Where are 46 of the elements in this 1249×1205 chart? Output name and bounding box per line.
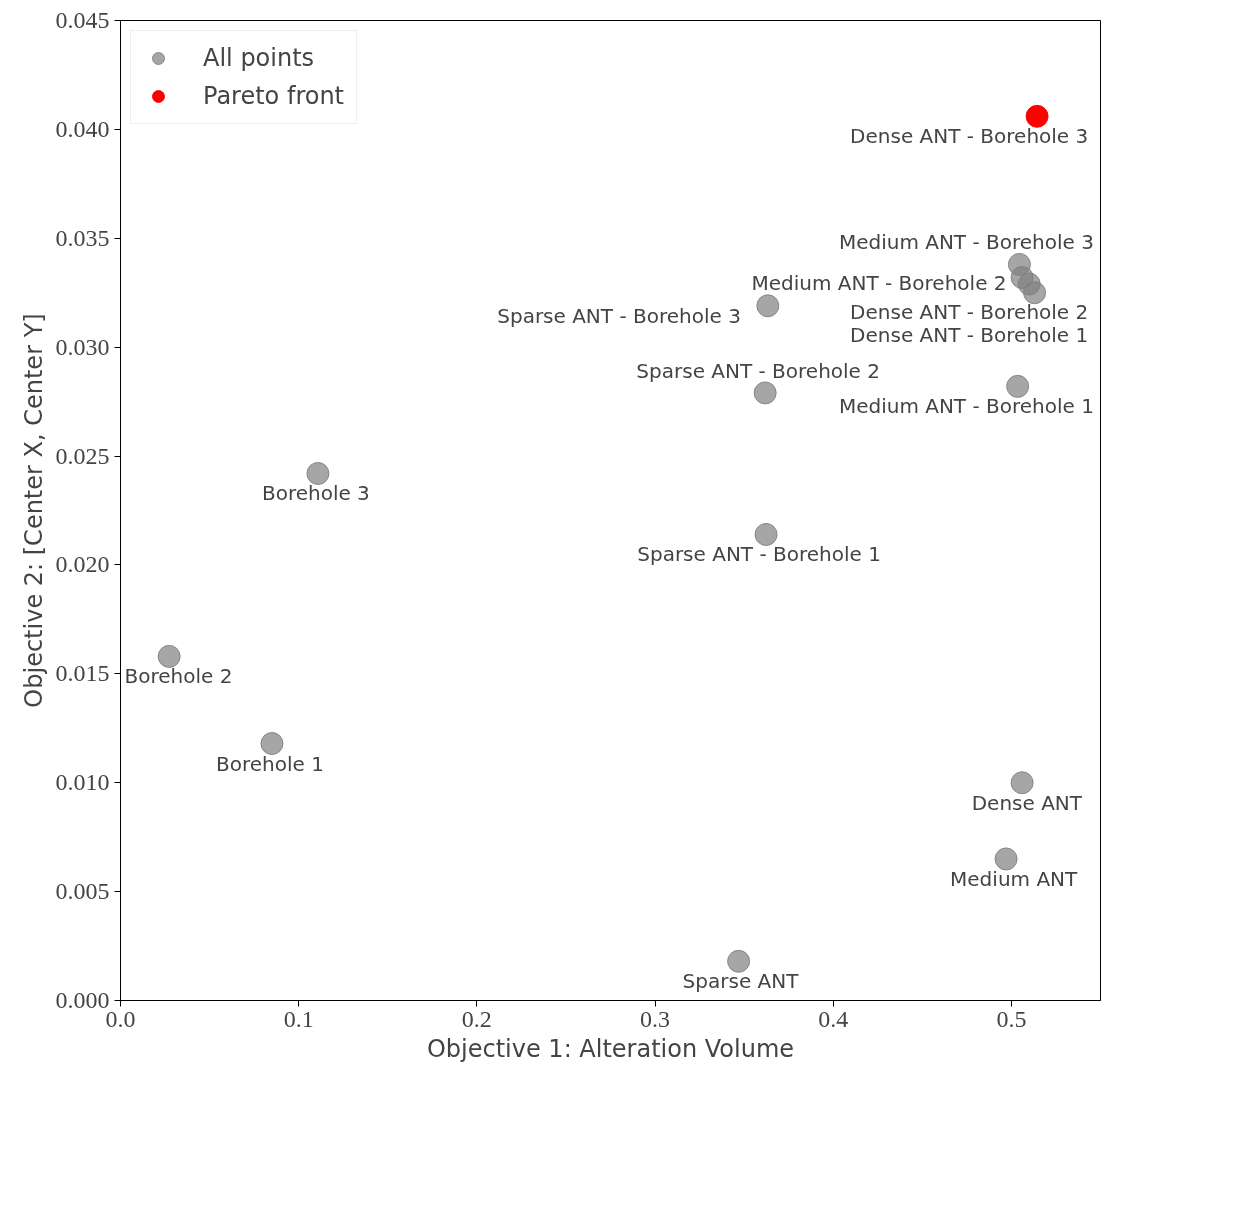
point	[157, 644, 181, 668]
point	[754, 522, 778, 546]
annotation: Medium ANT - Borehole 2	[751, 271, 1007, 296]
x-tick-label: 0.1	[283, 1005, 314, 1032]
y-tick-label: 0.040	[55, 115, 110, 142]
point	[756, 294, 780, 318]
x-axis-title: Objective 1: Alteration Volume	[426, 1034, 795, 1063]
annotation: Sparse ANT - Borehole 1	[637, 542, 881, 567]
point	[727, 949, 751, 973]
annotation: Dense ANT - Borehole 1	[850, 322, 1089, 347]
annotation: Medium ANT	[950, 866, 1079, 891]
legend-label: All points	[203, 44, 315, 72]
y-tick-label: 0.000	[55, 987, 110, 1013]
x-tick-label: 0.3	[640, 1005, 671, 1032]
y-tick-label: 0.030	[55, 333, 110, 360]
x-tick-label: 0.5	[996, 1005, 1027, 1032]
legend-label: Pareto front	[203, 82, 345, 110]
annotation: Medium ANT - Borehole 3	[838, 230, 1094, 255]
annotation: Sparse ANT	[682, 969, 800, 994]
y-tick-label: 0.005	[55, 878, 110, 905]
point	[1010, 771, 1034, 795]
y-tick-label: 0.020	[55, 551, 110, 578]
point	[1006, 374, 1030, 398]
annotation: Dense ANT - Borehole 3	[850, 124, 1089, 149]
point	[306, 462, 330, 485]
point	[1023, 281, 1047, 305]
point	[994, 847, 1018, 871]
y-tick-label: 0.045	[55, 7, 110, 33]
point	[753, 381, 777, 405]
annotation: Dense ANT	[971, 790, 1083, 815]
x-tick-label: 0.2	[461, 1005, 492, 1032]
y-tick-label: 0.025	[55, 442, 110, 469]
annotation: Sparse ANT - Borehole 2	[636, 358, 881, 383]
y-tick-label: 0.015	[55, 660, 110, 687]
y-tick-label: 0.010	[55, 769, 110, 796]
annotation: Sparse ANT - Borehole 3	[497, 303, 741, 328]
annotation: Dense ANT - Borehole 2	[850, 300, 1089, 325]
annotation: Borehole 2	[124, 664, 233, 689]
point	[1025, 104, 1049, 128]
point	[260, 732, 284, 755]
annotation: Borehole 1	[215, 751, 324, 776]
x-tick-label: 0.4	[818, 1005, 849, 1032]
y-axis-title: Objective 2: [Center X, Center Y]	[19, 313, 48, 708]
annotation: Medium ANT - Borehole 1	[838, 394, 1094, 419]
y-tick-label: 0.035	[55, 224, 110, 251]
annotation: Borehole 3	[261, 481, 370, 506]
